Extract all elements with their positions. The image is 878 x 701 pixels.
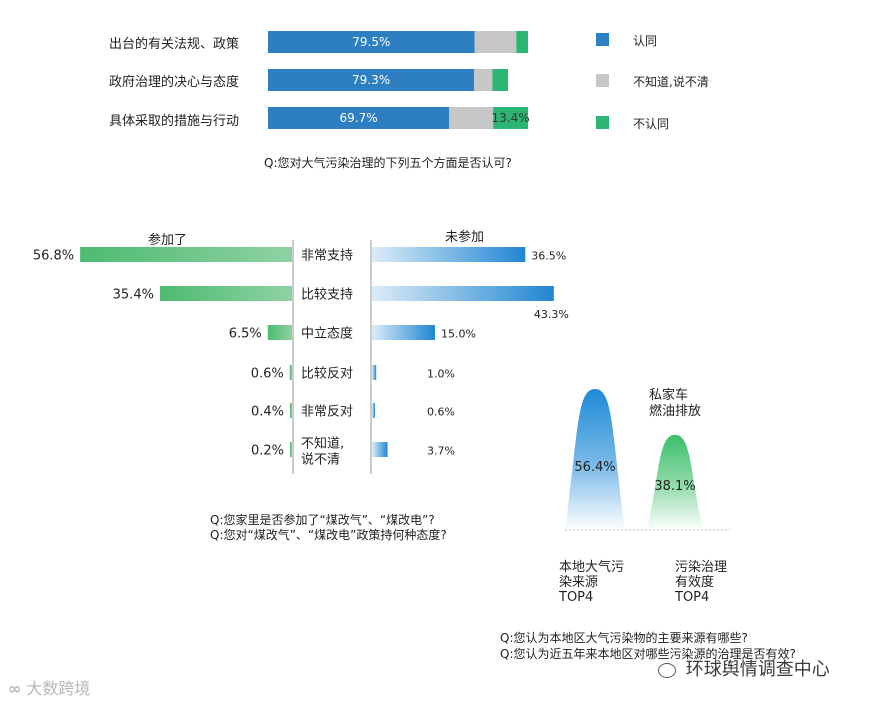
category-label: 具体采取的措施与行动 bbox=[109, 114, 240, 129]
bar-value-label: 35.4% bbox=[113, 288, 154, 303]
bar-disagree bbox=[516, 31, 528, 53]
category-label: 不知道, bbox=[301, 436, 344, 452]
watermark-left: ∞ 大数跨境 bbox=[8, 675, 90, 699]
bar-not-joined bbox=[372, 403, 375, 418]
peak-source bbox=[565, 389, 625, 530]
bar-unsure bbox=[474, 69, 493, 91]
category-label: 比较反对 bbox=[301, 367, 353, 382]
bar-value-label: 0.2% bbox=[251, 444, 284, 459]
series-header-not-joined: 未参加 bbox=[445, 230, 485, 245]
bar-value-label: 36.5% bbox=[531, 250, 566, 263]
legend-swatch-agree bbox=[596, 33, 609, 46]
bar-value-label: 13.4% bbox=[492, 111, 530, 125]
bar-agree bbox=[268, 107, 450, 129]
legend-label-unsure: 不知道,说不清 bbox=[633, 75, 709, 89]
bar-value-label: 1.0% bbox=[427, 368, 455, 381]
bar-joined bbox=[80, 247, 292, 262]
wechat-logo-icon bbox=[658, 662, 676, 678]
category-label: 比较支持 bbox=[301, 288, 353, 303]
bar-joined bbox=[290, 442, 292, 457]
bar-not-joined bbox=[372, 286, 554, 301]
bar-not-joined bbox=[372, 325, 435, 340]
chart3-question-2: Q:您认为近五年来本地区对哪些污染源的治理是否有效? bbox=[500, 647, 796, 661]
legend-swatch-unsure bbox=[596, 74, 609, 87]
bar-unsure bbox=[449, 107, 494, 129]
bar-joined bbox=[267, 325, 292, 340]
bar-joined bbox=[159, 286, 292, 301]
chart2-svg: 非常支持 56.8% 36.5% 比较支持 35.4% 43.3% 中立态度 6.5% 15.0… bbox=[33, 240, 569, 474]
chart1-question: Q:您对大气污染治理的下列五个方面是否认可? bbox=[264, 156, 512, 170]
peak-value-label: 56.4% bbox=[574, 460, 615, 475]
bar-value-label: 69.7% bbox=[340, 111, 378, 125]
bar-value-label: 79.3% bbox=[352, 73, 390, 87]
peak-category-label: 本地大气污 染来源 TOP4 bbox=[559, 560, 625, 605]
bar-joined bbox=[290, 403, 292, 418]
chart3-svg: 56.4% 38.1% bbox=[565, 389, 730, 531]
bar-value-label: 3.7% bbox=[427, 445, 455, 458]
bar-not-joined bbox=[372, 442, 388, 457]
bar-value-label: 0.4% bbox=[251, 405, 284, 420]
bar-disagree bbox=[493, 107, 528, 129]
category-label: 非常反对 bbox=[301, 405, 353, 420]
chart1-svg: 79.5% 79.3% 69.7% 13.4% bbox=[268, 31, 530, 129]
category-label: 说不清 bbox=[301, 453, 340, 468]
bar-value-label: 79.5% bbox=[352, 35, 390, 49]
bar-not-joined bbox=[372, 365, 377, 380]
bar-value-label: 0.6% bbox=[251, 367, 284, 382]
chart3-question-1: Q:您认为本地区大气污染物的主要来源有哪些? bbox=[500, 631, 748, 645]
chart2-question-1: Q:您家里是否参加了“煤改气”、“煤改电”? bbox=[210, 513, 435, 527]
bar-joined bbox=[289, 365, 292, 380]
bar-unsure bbox=[474, 31, 517, 53]
category-label: 中立态度 bbox=[301, 326, 353, 342]
series-header-joined: 参加了 bbox=[148, 233, 188, 248]
weibo-logo-icon: ∞ bbox=[8, 679, 22, 698]
peak-annotation: 私家车 燃油排放 bbox=[649, 388, 702, 419]
watermark-left-text: 大数跨境 bbox=[26, 679, 91, 698]
category-label: 出台的有关法规、政策 bbox=[109, 37, 240, 52]
bar-value-label: 56.8% bbox=[33, 249, 74, 264]
peak-category-label: 污染治理 有效度 TOP4 bbox=[675, 560, 728, 605]
bar-value-label: 0.6% bbox=[427, 406, 455, 419]
peak-effectiveness bbox=[647, 434, 703, 530]
bar-agree bbox=[268, 31, 475, 53]
legend-swatch-disagree bbox=[596, 116, 609, 129]
bar-value-label: 43.3% bbox=[534, 308, 569, 321]
bar-not-joined bbox=[372, 247, 526, 262]
bar-disagree bbox=[492, 69, 508, 91]
category-label: 非常支持 bbox=[301, 249, 353, 264]
bar-value-label: 6.5% bbox=[229, 327, 262, 342]
bar-agree bbox=[268, 69, 475, 91]
category-label: 政府治理的决心与态度 bbox=[109, 75, 240, 90]
legend-label-disagree: 不认同 bbox=[633, 117, 670, 131]
watermark-right: 环球舆情调查中心 bbox=[658, 655, 830, 681]
chart2-question-2: Q:您对“煤改气”、“煤改电”政策持何种态度? bbox=[210, 528, 447, 542]
watermark-right-text: 环球舆情调查中心 bbox=[685, 659, 830, 680]
legend-label-agree: 认同 bbox=[633, 34, 658, 48]
bar-value-label: 15.0% bbox=[441, 328, 476, 341]
peak-value-label: 38.1% bbox=[654, 479, 695, 494]
